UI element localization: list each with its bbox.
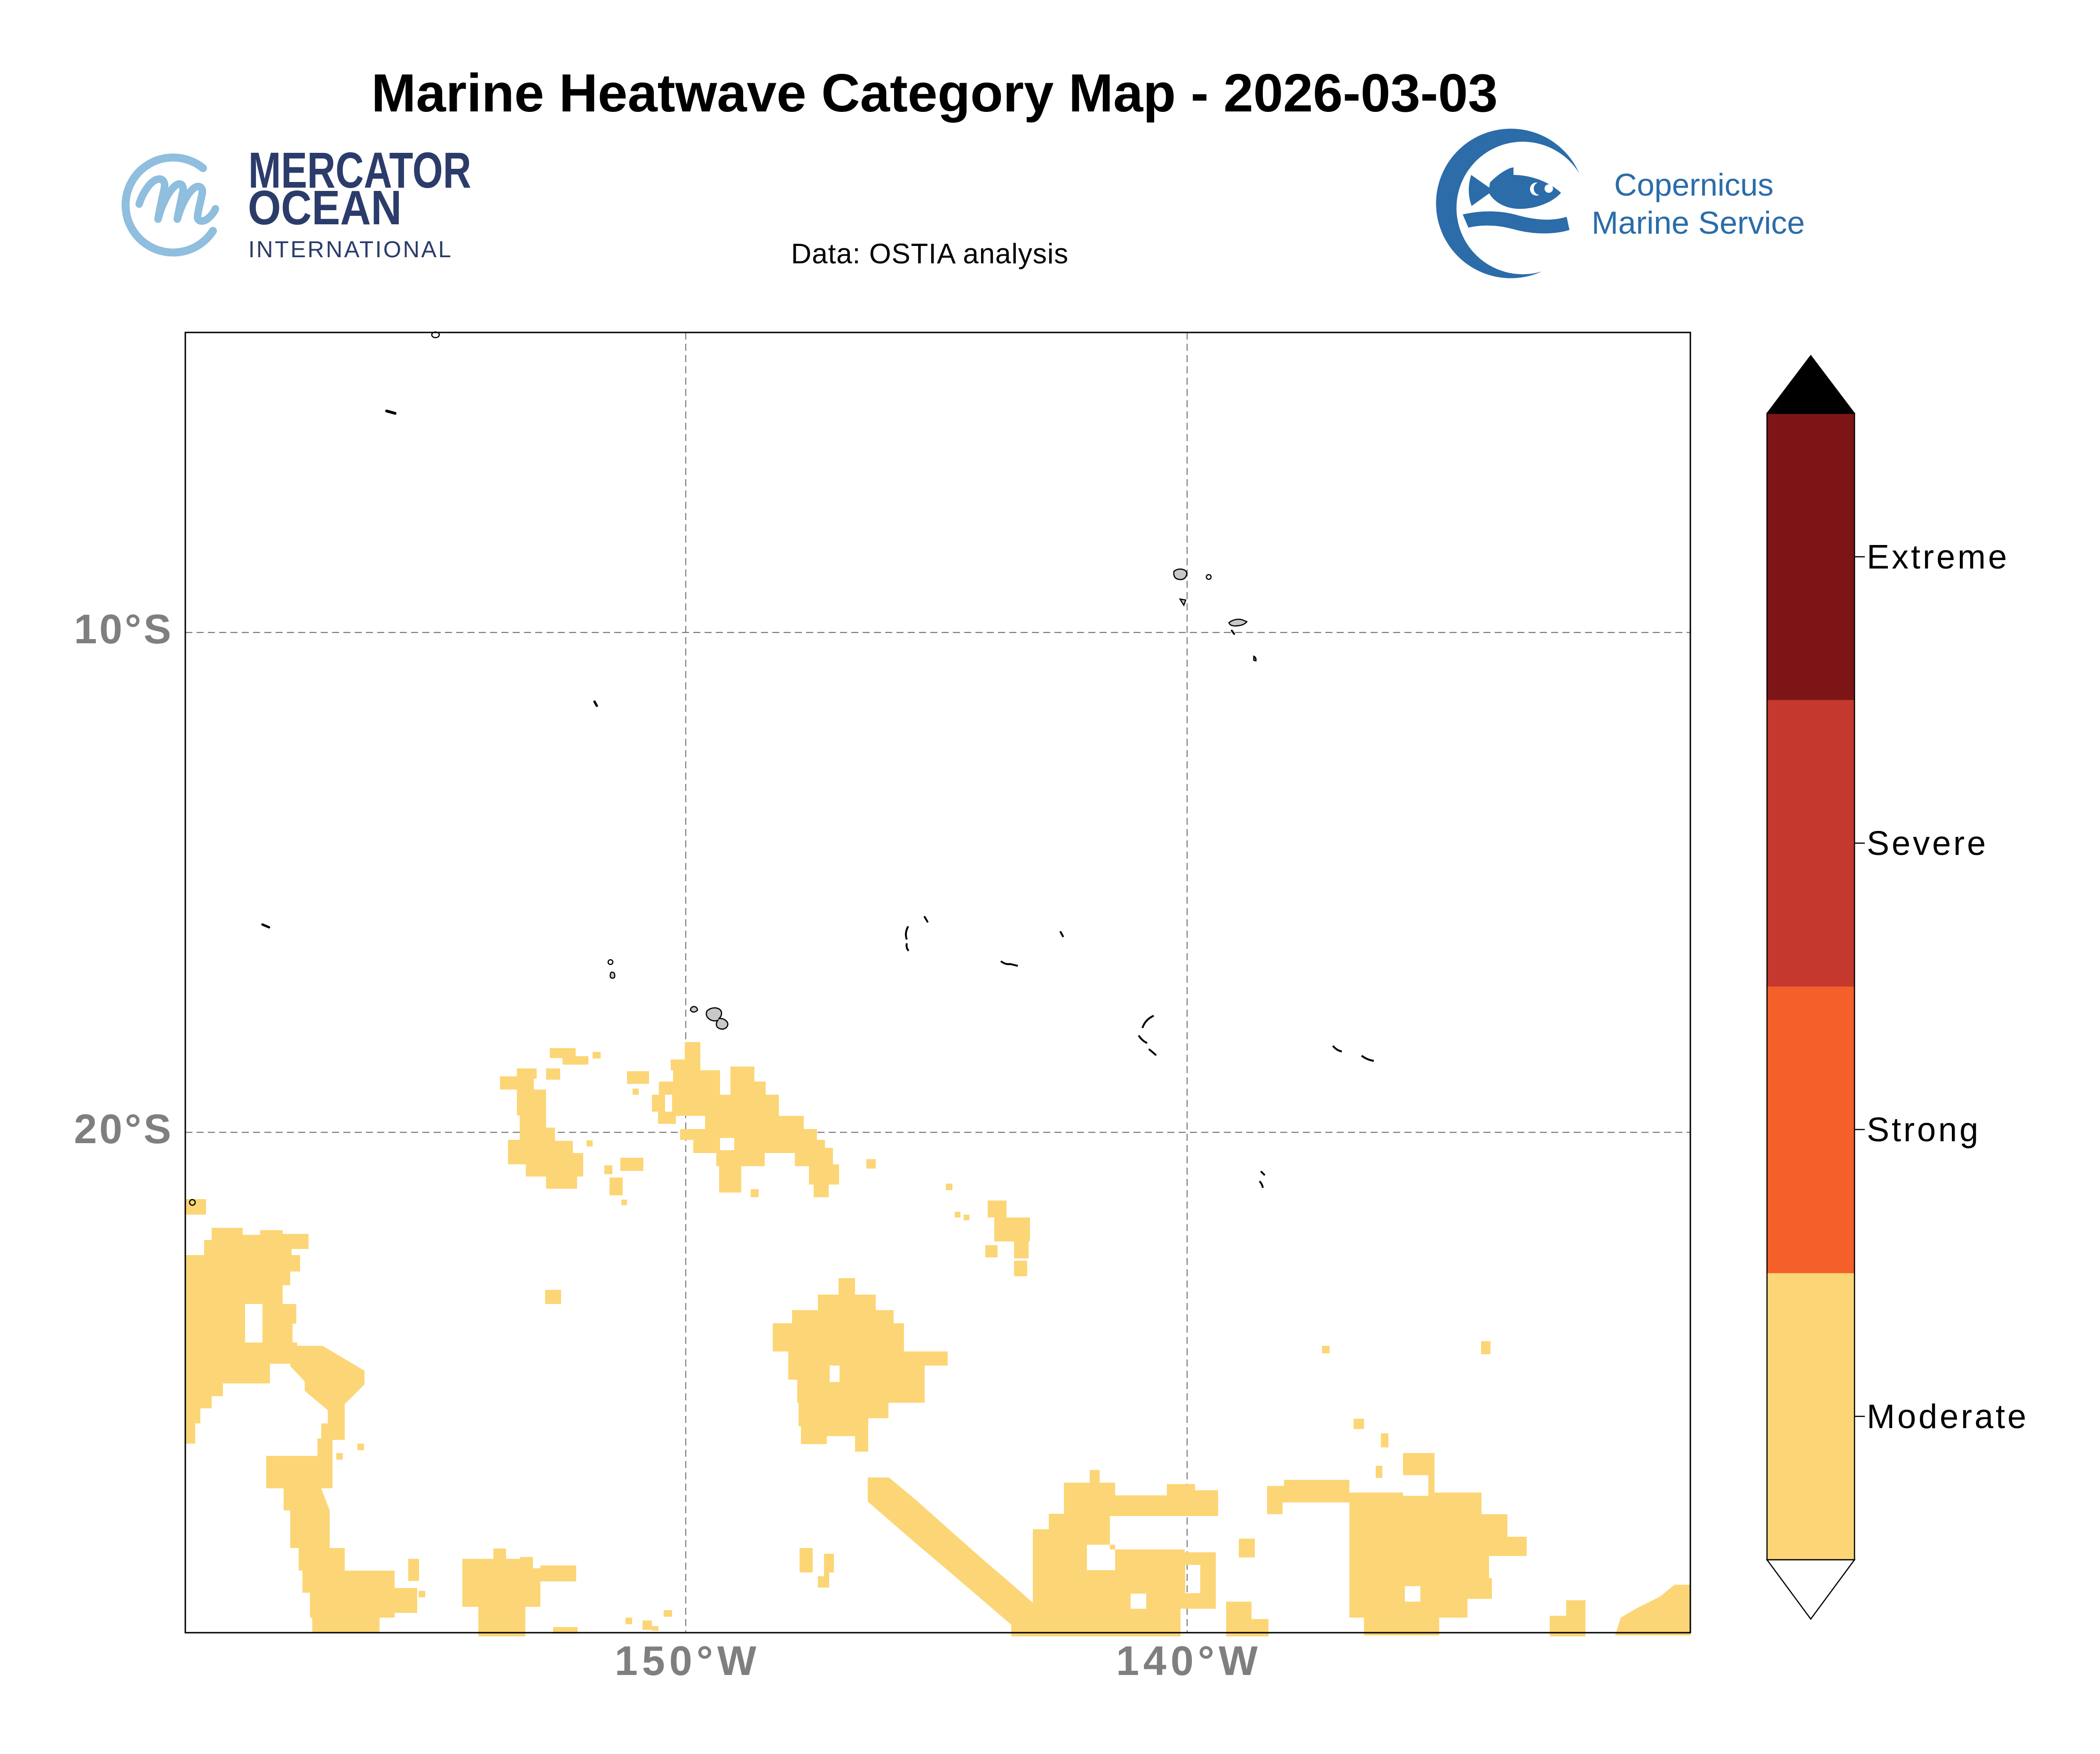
svg-text:Moderate: Moderate <box>1867 1398 2029 1436</box>
svg-text:INTERNATIONAL: INTERNATIONAL <box>248 237 451 262</box>
svg-text:10°S: 10°S <box>74 606 174 652</box>
svg-text:Data: OSTIA analysis: Data: OSTIA analysis <box>791 238 1069 269</box>
svg-text:20°S: 20°S <box>74 1106 174 1152</box>
svg-text:Marine Service: Marine Service <box>1592 205 1805 241</box>
svg-text:Strong: Strong <box>1867 1111 1981 1149</box>
svg-text:OCEAN: OCEAN <box>248 181 402 235</box>
svg-text:Copernicus: Copernicus <box>1614 167 1774 203</box>
svg-text:Severe: Severe <box>1867 825 1988 862</box>
svg-text:Marine Heatwave Category Map -: Marine Heatwave Category Map - 2026-03-0… <box>371 63 1498 123</box>
svg-text:140°W: 140°W <box>1116 1637 1262 1684</box>
svg-text:150°W: 150°W <box>615 1637 761 1684</box>
svg-text:MERCATOR: MERCATOR <box>248 142 471 198</box>
svg-text:Extreme: Extreme <box>1867 538 2009 576</box>
